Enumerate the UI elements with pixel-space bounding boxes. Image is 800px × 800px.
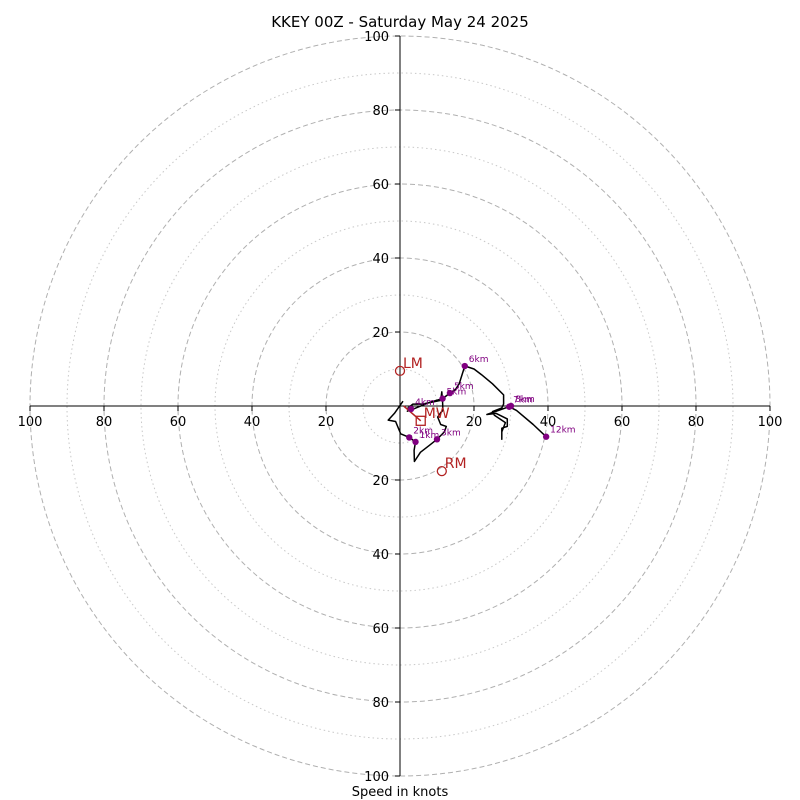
height-marker-4km: [407, 405, 415, 413]
height-label-1km: 1km: [420, 431, 440, 441]
height-label-5km: 5km: [447, 388, 467, 398]
height-marker-12km: [542, 433, 550, 440]
height-marker-1km: [412, 438, 419, 446]
x-tick-label: 60: [170, 415, 187, 430]
height-label-8km: 8km: [515, 395, 535, 405]
mean-wind-vector: [403, 405, 422, 422]
y-tick-label: 40: [372, 252, 389, 267]
height-label-4km: 4km: [415, 398, 435, 408]
y-tick-label: 20: [372, 474, 389, 489]
y-tick-label: 80: [372, 696, 389, 711]
height-label-3km: 3km: [441, 428, 461, 438]
storm-marker-mw: [415, 415, 426, 426]
y-tick-label: 100: [364, 30, 389, 45]
x-tick-label: 100: [758, 415, 783, 430]
height-marker-3km: [433, 436, 441, 443]
storm-label-rm: RM: [445, 456, 467, 472]
height-marker-6km: [461, 362, 468, 370]
chart-title: KKEY 00Z - Saturday May 24 2025: [271, 13, 529, 31]
height-label-2km: 2km: [413, 426, 433, 436]
x-axis-label: Speed in knots: [352, 785, 449, 800]
hodograph-trace: [387, 365, 547, 463]
y-tick-label: 60: [372, 622, 389, 637]
x-tick-label: 20: [318, 415, 335, 430]
x-tick-label: 40: [540, 415, 557, 430]
storm-motion-markers: LM RM MW: [394, 356, 467, 477]
height-marker-5km: [446, 389, 454, 397]
height-label-6km: 6km: [469, 355, 489, 365]
x-tick-label: 60: [614, 415, 631, 430]
storm-marker-lm: [394, 365, 406, 377]
y-tick-label: 80: [372, 104, 389, 119]
height-label-12km: 12km: [550, 426, 575, 436]
height-marker-2km: [406, 434, 413, 441]
y-tick-label: 40: [372, 548, 389, 563]
storm-label-lm: LM: [403, 356, 423, 372]
x-tick-label: 100: [18, 415, 43, 430]
x-tick-label: 80: [688, 415, 705, 430]
y-tick-label: 20: [372, 326, 389, 341]
height-label-7km: 7km: [513, 396, 533, 406]
x-tick-label: 40: [244, 415, 261, 430]
y-tick-label: 100: [364, 770, 389, 785]
y-tick-label: 60: [372, 178, 389, 193]
x-tick-label: 20: [466, 415, 483, 430]
axes: 100 80 60 40 20 20 40 60 80 100 100 80 60 40 20 20 40 60 8…: [18, 30, 783, 785]
height-marker-5km: [439, 395, 446, 402]
x-tick-label: 80: [96, 415, 113, 430]
height-label-5km: 5km: [454, 382, 474, 392]
height-marker-8km: [507, 402, 515, 410]
storm-label-mw: MW: [424, 406, 450, 422]
storm-marker-rm: [436, 465, 447, 477]
